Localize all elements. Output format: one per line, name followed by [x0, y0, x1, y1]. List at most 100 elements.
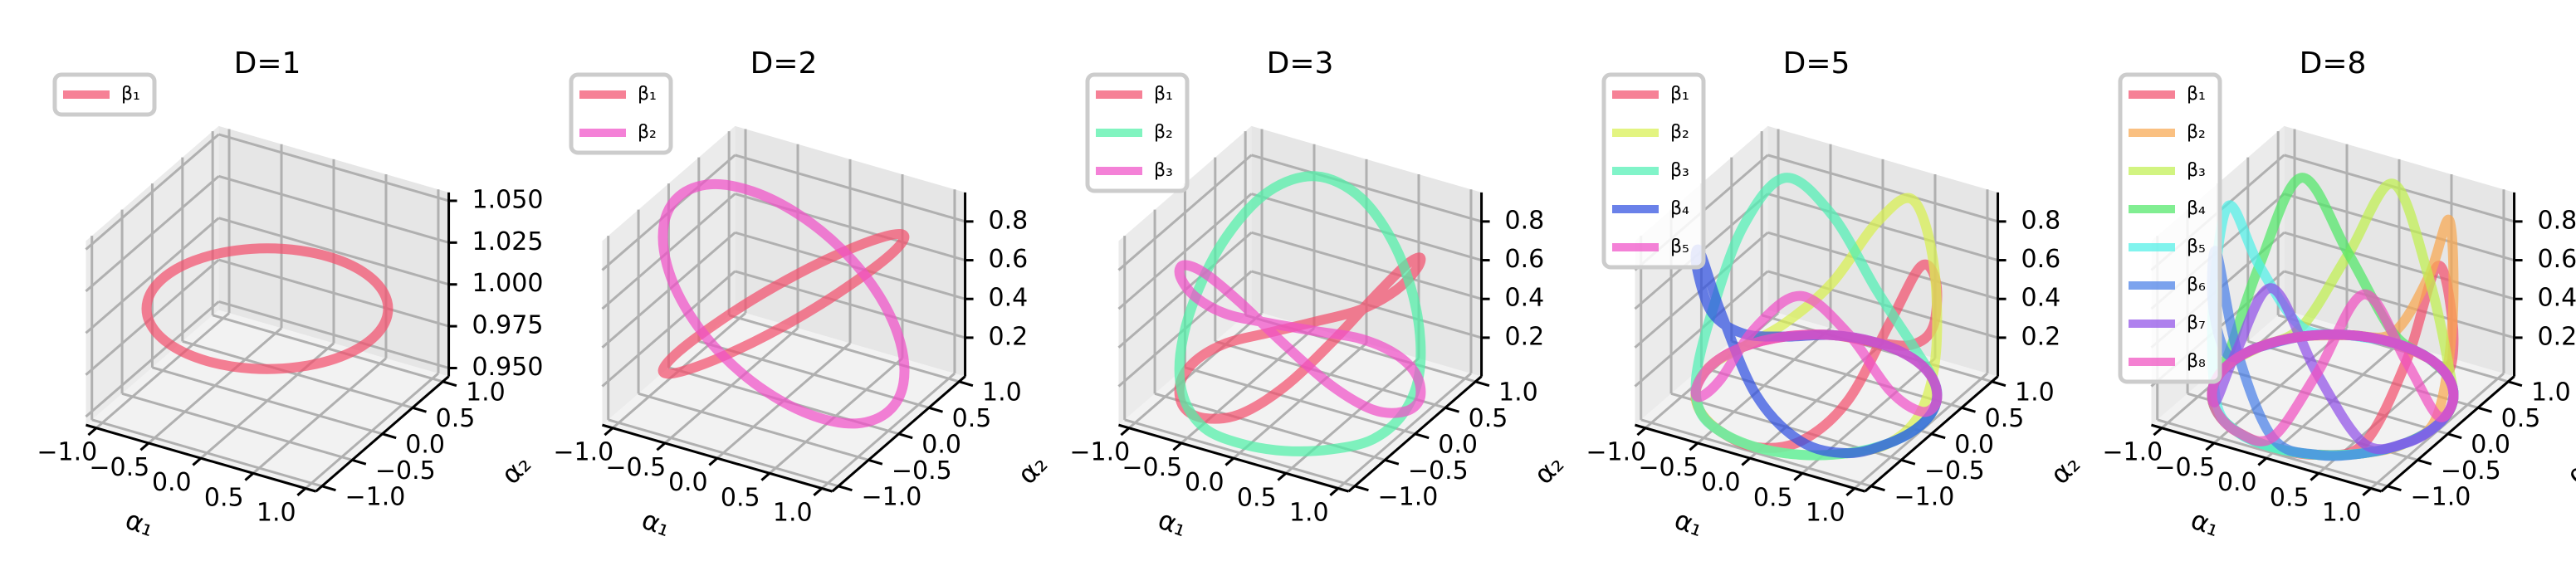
grid-line — [218, 258, 449, 328]
tick-mark — [244, 472, 254, 481]
tick-mark — [1224, 456, 1234, 466]
grid-line — [85, 175, 220, 293]
y-tick-label: −1.0 — [1894, 482, 1955, 511]
x-tick-label: 0.5 — [204, 483, 244, 512]
x-tick-label: −0.5 — [1638, 453, 1699, 482]
tick-mark — [2310, 472, 2319, 481]
tick-mark — [296, 487, 306, 496]
legend-label: β₁ — [1154, 84, 1173, 105]
x-tick-label: 0.5 — [1753, 483, 1793, 512]
grid-line — [2284, 231, 2515, 300]
x-tick-label: 0.0 — [152, 468, 192, 497]
y-tick-label: 0.5 — [2501, 404, 2541, 433]
z-tick-label: 1.025 — [472, 227, 544, 256]
tick-mark — [1961, 406, 1976, 413]
z-tick-label: 0.950 — [472, 353, 544, 382]
tick-mark — [2507, 380, 2523, 388]
chart-title: D=8 — [2300, 46, 2367, 80]
z-tick-label: 0.8 — [1505, 206, 1545, 235]
y-axis-label: α₂ — [2560, 448, 2576, 490]
x-tick-label: 0.0 — [668, 468, 708, 497]
x-tick-label: −0.5 — [1122, 453, 1182, 482]
tick-mark — [1793, 472, 1803, 481]
tick-mark — [760, 472, 770, 481]
z-tick-label: 0.6 — [1505, 245, 1545, 274]
tick-mark — [2447, 432, 2462, 440]
tick-mark — [139, 441, 150, 451]
subplot: −1.0−0.50.00.51.0−1.0−0.50.00.51.00.9500… — [37, 46, 543, 543]
y-tick-label: 1.0 — [2531, 378, 2571, 407]
grid-line — [1634, 270, 1769, 388]
grid-line — [85, 300, 220, 418]
tick-mark — [1931, 432, 1946, 440]
y-tick-label: 0.0 — [405, 430, 445, 459]
z-tick-label: 0.2 — [2538, 322, 2576, 351]
subplot: −1.0−0.50.00.51.0−1.0−0.50.00.51.00.20.4… — [553, 46, 1053, 543]
legend-label: β₅ — [1670, 237, 1689, 257]
grid-line — [728, 314, 960, 383]
tick-mark — [838, 485, 853, 492]
z-tick-label: 0.8 — [989, 206, 1029, 235]
legend-label: β₅ — [2187, 237, 2206, 257]
grid-line — [1701, 366, 1932, 436]
y-tick-label: −1.0 — [345, 482, 406, 511]
subplot: −1.0−0.50.00.51.0−1.0−0.50.00.51.00.20.4… — [1069, 46, 1570, 543]
x-tick-label: 1.0 — [2322, 498, 2362, 527]
tick-mark — [1636, 427, 1647, 437]
y-tick-label: −0.5 — [375, 456, 436, 485]
chart-title: D=5 — [1783, 46, 1850, 80]
tick-mark — [2153, 427, 2163, 437]
chart-title: D=1 — [234, 46, 301, 80]
grid-line — [2157, 418, 2388, 488]
y-axis-label: α₂ — [2044, 448, 2086, 490]
tick-mark — [708, 456, 718, 466]
z-tick-label: 0.2 — [989, 322, 1029, 351]
grid-line — [601, 270, 736, 388]
y-tick-label: 0.0 — [1438, 430, 1478, 459]
tick-mark — [1689, 441, 1699, 451]
y-tick-label: −0.5 — [1924, 456, 1985, 485]
tick-mark — [656, 441, 667, 451]
tick-mark — [1384, 458, 1400, 466]
y-tick-label: 0.5 — [1469, 404, 1508, 433]
y-tick-label: 1.0 — [982, 378, 1022, 407]
tick-mark — [412, 406, 427, 413]
x-tick-label: 1.0 — [1806, 498, 1845, 527]
z-tick-label: 0.2 — [2021, 322, 2061, 351]
curve — [1174, 260, 1426, 418]
chart-title: D=3 — [1267, 46, 1334, 80]
legend-label: β₃ — [2187, 160, 2206, 181]
legend-label: β₁ — [121, 84, 140, 105]
z-tick-label: 0.8 — [2021, 206, 2061, 235]
curve — [141, 243, 393, 374]
tick-mark — [382, 432, 397, 440]
x-axis-label: α₁ — [121, 504, 159, 543]
legend-label: β₃ — [1154, 160, 1173, 181]
curve — [1690, 290, 1943, 417]
grid-line — [218, 217, 449, 286]
legend-label: β₈ — [2187, 351, 2206, 372]
tick-mark — [958, 380, 974, 388]
x-axis-label: α₁ — [2187, 504, 2224, 543]
tick-mark — [2417, 458, 2432, 466]
legend-label: β₆ — [2187, 275, 2206, 295]
z-tick-label: 0.6 — [2021, 245, 2061, 274]
subplot: −1.0−0.50.00.51.0−1.0−0.50.00.51.00.20.4… — [2102, 46, 2576, 543]
grid-line — [601, 232, 736, 349]
tick-mark — [813, 487, 823, 496]
z-tick-label: 0.2 — [1505, 322, 1545, 351]
grid-line — [91, 418, 323, 488]
legend-label: β₂ — [1670, 122, 1689, 143]
z-tick-label: 0.4 — [2021, 284, 2061, 313]
z-tick-label: 0.975 — [472, 311, 544, 340]
tick-mark — [1277, 472, 1287, 481]
tick-mark — [1444, 406, 1459, 413]
grid-line — [735, 154, 965, 223]
tick-mark — [1991, 380, 2007, 388]
x-axis-label: α₁ — [1670, 504, 1708, 543]
x-tick-label: 0.0 — [1185, 468, 1224, 497]
legend-label: β₇ — [2187, 313, 2206, 334]
tick-mark — [321, 485, 336, 492]
x-tick-label: 0.5 — [2270, 483, 2310, 512]
tick-mark — [1845, 487, 1855, 496]
